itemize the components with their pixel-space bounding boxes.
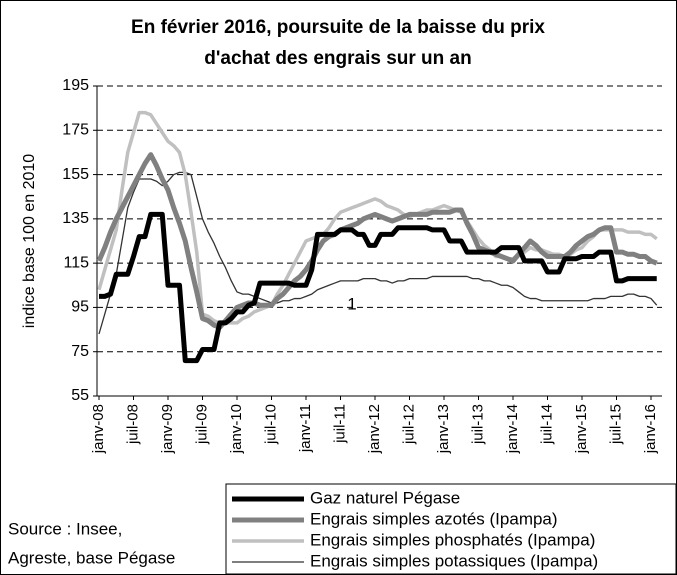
x-tick-label: juil-09 — [193, 404, 210, 445]
y-axis-label: indice base 100 en 2010 — [21, 154, 38, 328]
legend-label: Gaz naturel Pégase — [310, 488, 460, 507]
x-tick-label: juil-08 — [124, 404, 141, 445]
legend-label: Engrais simples potassiques (Ipampa) — [310, 551, 598, 570]
chart-title: En février 2016, poursuite de la baisse … — [131, 17, 545, 38]
x-tick-label: juil-15 — [607, 404, 624, 445]
x-tick-label: janv-09 — [159, 404, 176, 454]
x-tick-label: janv-16 — [642, 404, 659, 454]
x-tick-label: janv-11 — [297, 404, 314, 453]
x-tick-label: juil-14 — [538, 404, 555, 445]
chart-title: d'achat des engrais sur un an — [204, 48, 471, 69]
y-tick-label: 115 — [63, 254, 89, 271]
x-tick-label: juil-12 — [400, 404, 417, 445]
legend-label: Engrais simples azotés (Ipampa) — [310, 509, 558, 528]
x-tick-label: juil-13 — [469, 404, 486, 445]
y-tick-label: 75 — [71, 343, 89, 360]
x-tick-label: juil-10 — [262, 404, 279, 445]
y-tick-label: 175 — [62, 122, 89, 139]
x-tick-label: janv-15 — [573, 404, 590, 454]
x-tick-label: janv-12 — [366, 404, 383, 454]
legend-label: Engrais simples phosphatés (Ipampa) — [310, 530, 595, 549]
x-tick-label: janv-10 — [228, 404, 245, 454]
y-tick-label: 155 — [62, 166, 89, 183]
y-tick-label: 195 — [62, 77, 89, 94]
x-tick-label: juil-11 — [331, 404, 348, 444]
x-tick-label: janv-13 — [435, 404, 452, 454]
line-series — [98, 171, 658, 335]
y-tick-label: 55 — [71, 387, 89, 404]
y-tick-label: 95 — [71, 299, 89, 316]
line-series — [99, 211, 657, 364]
annotation: 1 — [347, 295, 356, 314]
x-tick-label: janv-08 — [90, 404, 107, 454]
source: Agreste, base Pégase — [8, 548, 175, 567]
y-tick-label: 135 — [62, 210, 89, 227]
source: Source : Insee, — [8, 519, 122, 538]
x-tick-label: janv-14 — [504, 404, 521, 454]
